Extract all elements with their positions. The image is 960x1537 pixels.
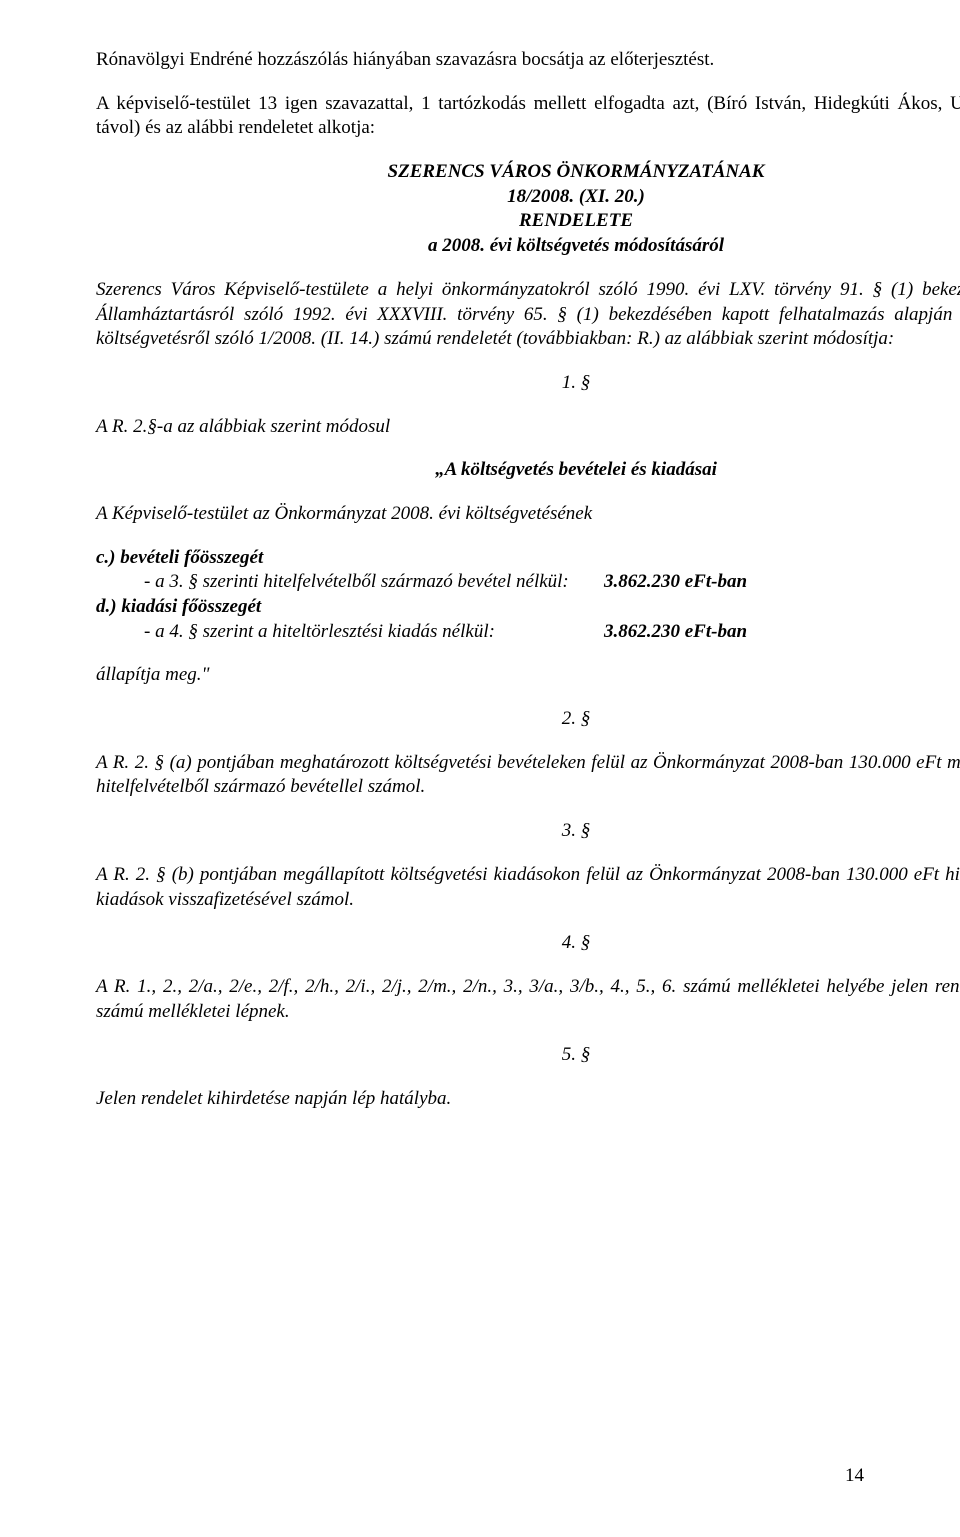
para-sec5: Jelen rendelet kihirdetése napján lép ha… xyxy=(96,1087,960,1112)
d-line-value: 3.862.230 eFt-ban xyxy=(604,620,747,645)
title-line-2: 18/2008. (XI. 20.) xyxy=(507,186,645,207)
d-line-label: - a 4. § szerint a hiteltörlesztési kiad… xyxy=(144,620,604,645)
para-2a: A R. 2.§-a az alábbiak szerint módosul xyxy=(96,415,960,440)
vote-paragraph: A képviselő-testület 13 igen szavazattal… xyxy=(96,92,960,141)
section-5: 5. § xyxy=(96,1043,960,1068)
d-line: - a 4. § szerint a hiteltörlesztési kiad… xyxy=(96,620,960,645)
para-testulet: A Képviselő-testület az Önkormányzat 200… xyxy=(96,502,960,527)
c-line-label: - a 3. § szerinti hitelfelvételből szárm… xyxy=(144,570,604,595)
c-line: - a 3. § szerinti hitelfelvételből szárm… xyxy=(96,570,960,595)
subtitle-quote: „A költségvetés bevételei és kiadásai xyxy=(96,458,960,483)
title-line-4: a 2008. évi költségvetés módosításáról xyxy=(428,235,724,256)
title-line-3: RENDELETE xyxy=(519,210,633,231)
section-2: 2. § xyxy=(96,707,960,732)
main-italic-paragraph: Szerencs Város Képviselő-testülete a hel… xyxy=(96,278,960,352)
bevetel-block: c.) bevételi főösszegét - a 3. § szerint… xyxy=(96,546,960,645)
page-number: 14 xyxy=(845,1464,864,1489)
para-sec2: A R. 2. § (a) pontjában meghatározott kö… xyxy=(96,751,960,800)
c-line-value: 3.862.230 eFt-ban xyxy=(604,570,747,595)
section-4: 4. § xyxy=(96,931,960,956)
d-label: d.) kiadási főösszegét xyxy=(96,595,960,620)
intro-paragraph: Rónavölgyi Endréné hozzászólás hiányában… xyxy=(96,48,960,73)
section-3: 3. § xyxy=(96,819,960,844)
section-1: 1. § xyxy=(96,371,960,396)
para-sec4: A R. 1., 2., 2/a., 2/e., 2/f., 2/h., 2/i… xyxy=(96,975,960,1024)
c-label: c.) bevételi főösszegét xyxy=(96,546,960,571)
para-allapitja: állapítja meg." xyxy=(96,663,960,688)
decree-title: SZERENCS VÁROS ÖNKORMÁNYZATÁNAK 18/2008.… xyxy=(96,160,960,259)
title-line-1: SZERENCS VÁROS ÖNKORMÁNYZATÁNAK xyxy=(388,161,765,182)
para-sec3: A R. 2. § (b) pontjában megállapított kö… xyxy=(96,863,960,912)
